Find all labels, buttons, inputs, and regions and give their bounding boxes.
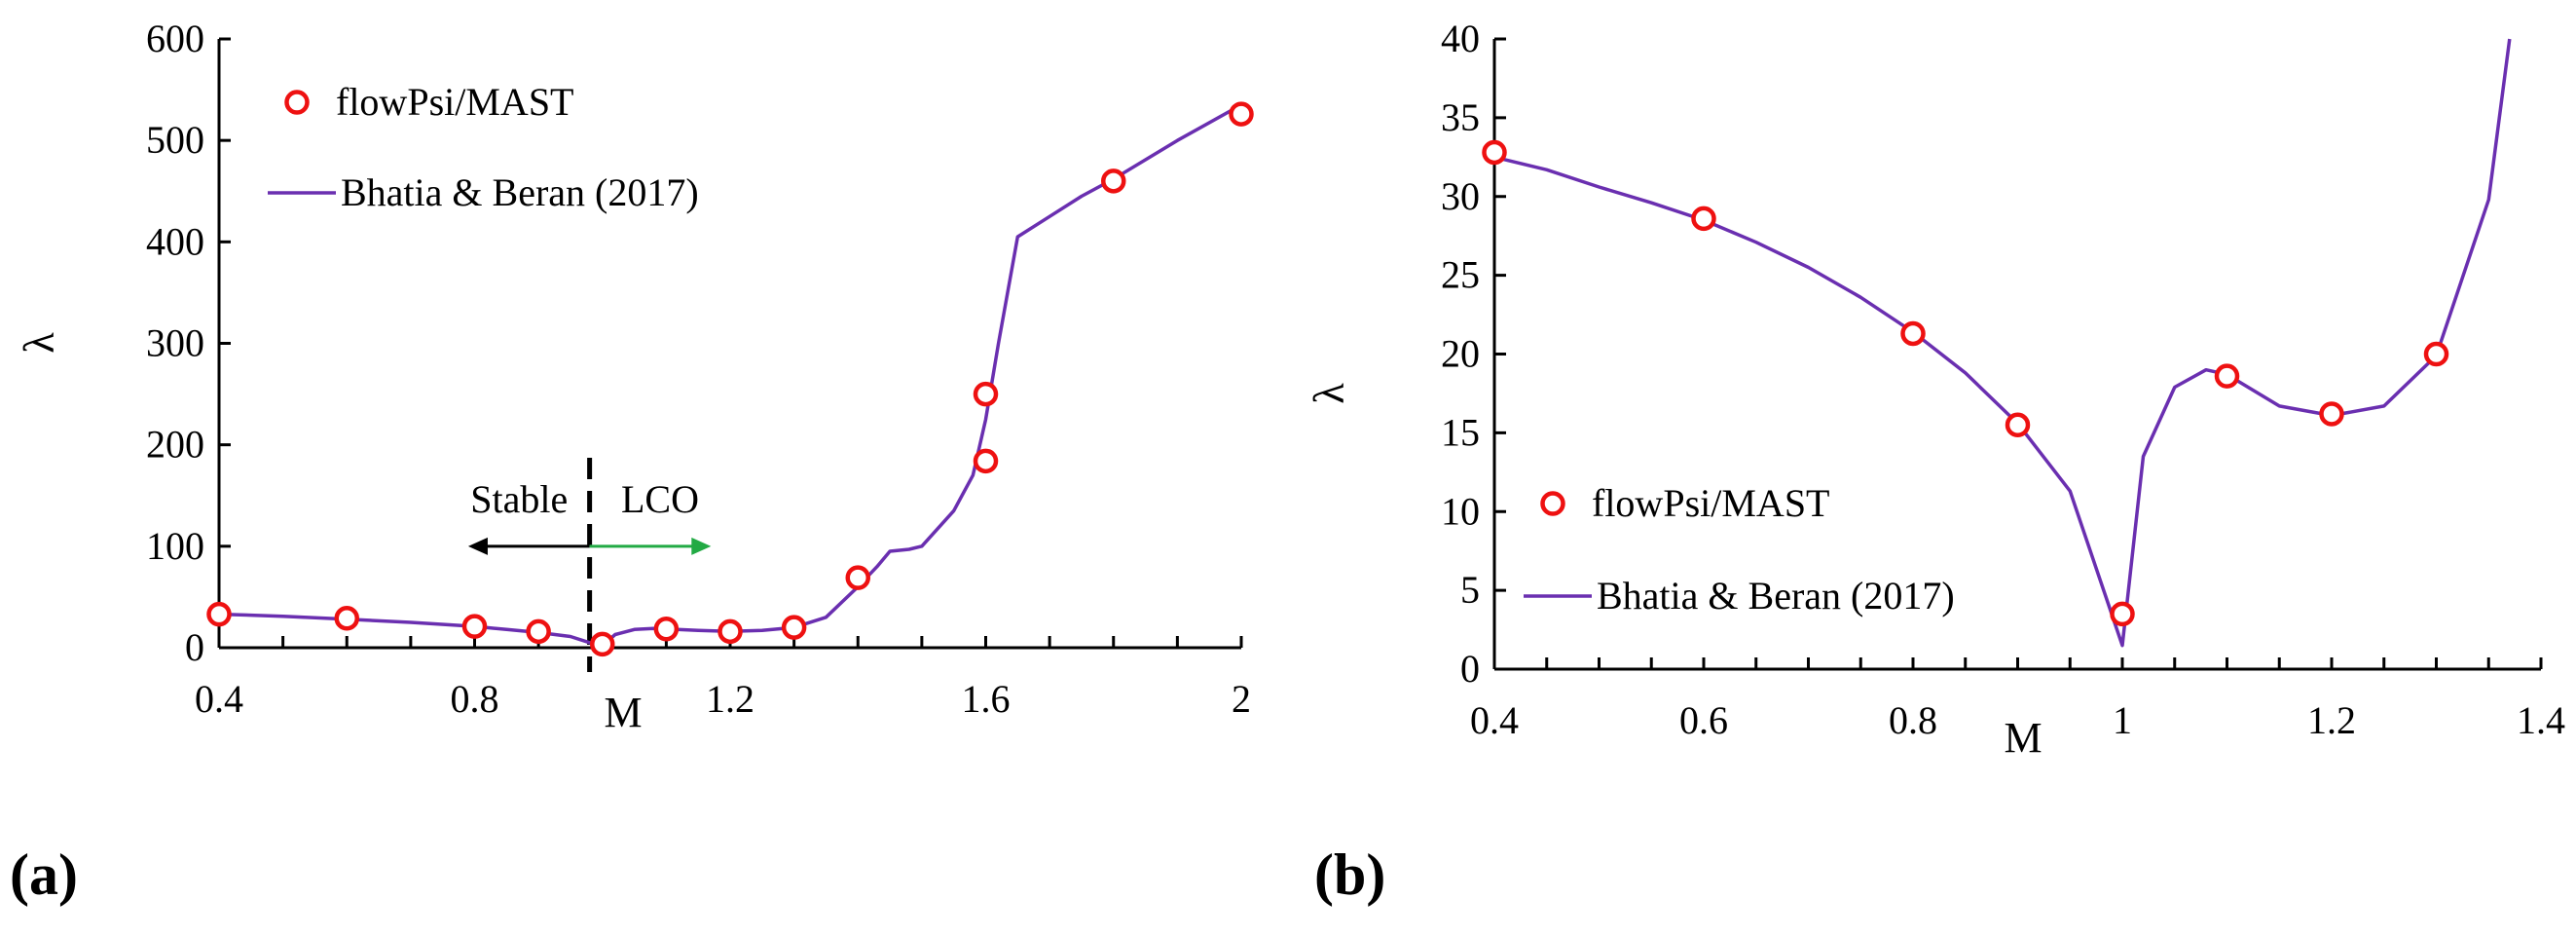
a-data-point [590,631,615,657]
b-data-point [2214,363,2240,389]
b-y-tick-label: 25 [1441,253,1480,297]
b-data-point [1691,206,1716,232]
a-y-tick-label: 500 [146,118,204,162]
a-data-point [718,618,743,645]
panel-label-a: (a) [10,842,78,907]
a-data-point [653,616,680,642]
annotation-stable: Stable [470,477,568,521]
b-data-point [1482,139,1507,166]
b-data-point [2319,401,2344,427]
a-y-axis-title: λ [16,332,63,354]
a-x-tick-label: 1.2 [706,677,754,721]
a-x-tick-label: 0.4 [195,677,243,721]
b-series-line [1493,38,2512,648]
b-data-point [2005,412,2031,438]
b-x-tick-label: 1.4 [2517,698,2565,742]
a-x-tick-label: 2 [1232,677,1251,721]
a-x-tick-label: 0.8 [451,677,499,721]
a-data-point [973,381,999,407]
annotation-lco: LCO [621,477,699,521]
arrow-lco-head [691,537,712,555]
a-data-point [334,606,359,631]
a-y-tick-label: 200 [146,423,204,467]
chart-b: 0 5 10 15 20 25 30 35 40 0.4 0.6 0.8 1 1.2 1.4 λ MflowPs… [1306,17,2565,762]
a-data-point [1229,101,1254,127]
b-legend-label-markers: flowPsi/MAST [1592,481,1830,525]
chart-a: 0 100 200 300 400 500 600 0.4 0.8 1.2 1.6 2 λ M Stable… [16,17,1254,736]
b-y-tick-label: 15 [1441,410,1480,454]
b-x-tick-label: 1.2 [2307,698,2356,742]
b-y-tick-label: 5 [1460,568,1480,612]
a-series-line [218,103,1242,648]
b-y-tick-label: 40 [1441,17,1480,60]
b-x-tick-label: 0.8 [1889,698,1937,742]
a-data-point [845,565,870,590]
b-legend-marker [1540,491,1565,516]
b-x-axis-title: M [2004,714,2042,762]
b-legend-label-line: Bhatia & Beran (2017) [1597,574,1955,618]
b-x-tick-label: 0.6 [1679,698,1728,742]
panel-label-b: (b) [1314,842,1385,907]
b-x-tick-label: 1 [2113,698,2132,742]
a-data-point [461,614,488,639]
b-data-point [2423,341,2449,367]
a-data-point [973,448,999,474]
b-y-axis-title: λ [1306,383,1353,404]
a-legend-marker [284,90,310,115]
a-x-axis-title: M [604,689,642,736]
a-y-tick-label: 0 [185,625,204,669]
a-legend-label-markers: flowPsi/MAST [336,80,574,124]
a-data-point [1101,168,1126,194]
a-data-point [526,618,551,645]
b-y-tick-label: 30 [1441,174,1480,218]
b-data-point [2110,601,2135,627]
arrow-stable-head [467,537,488,555]
b-y-tick-label: 35 [1441,95,1480,139]
a-x-tick-label: 1.6 [962,677,1011,721]
b-y-tick-label: 0 [1460,647,1480,691]
a-data-point [206,601,232,627]
a-legend-label-line: Bhatia & Beran (2017) [341,170,699,214]
b-y-tick-label: 10 [1441,489,1480,533]
a-y-tick-label: 400 [146,219,204,263]
a-data-point [781,615,807,640]
a-y-tick-label: 600 [146,17,204,60]
b-data-point [1900,320,1926,347]
b-y-tick-label: 20 [1441,332,1480,376]
a-y-tick-label: 300 [146,321,204,365]
b-x-tick-label: 0.4 [1470,698,1519,742]
a-y-tick-label: 100 [146,524,204,568]
